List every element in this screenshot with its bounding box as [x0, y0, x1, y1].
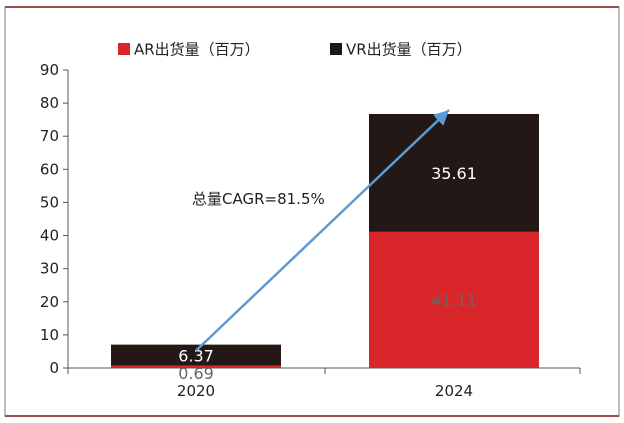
y-tick-label-9: 90 — [40, 61, 59, 79]
data-label-0-2020: 0.69 — [178, 364, 214, 383]
x-tick-label-2024: 2024 — [435, 382, 473, 400]
cagr-arrow — [195, 109, 450, 352]
y-tick-label-4: 40 — [40, 227, 59, 245]
data-label-1-2020: 6.37 — [178, 347, 214, 366]
y-tick-label-8: 80 — [40, 94, 59, 112]
data-label-1-2024: 35.61 — [431, 164, 477, 183]
y-tick-label-0: 0 — [49, 359, 59, 377]
legend-label-1: VR出货量（百万） — [346, 41, 472, 59]
x-axis: 2020 2024 — [67, 367, 581, 400]
legend-swatch-0 — [118, 43, 130, 55]
legend-label-0: AR出货量（百万） — [134, 41, 260, 59]
bar-0-2020 — [111, 365, 281, 368]
y-tick-label-2: 20 — [40, 293, 59, 311]
y-axis: 0 10 20 30 40 50 60 70 80 90 — [40, 61, 69, 377]
y-tick-label-5: 50 — [40, 193, 59, 211]
legend: AR出货量（百万） VR出货量（百万） — [118, 41, 472, 59]
y-tick-label-3: 30 — [40, 260, 59, 278]
cagr-annotation: 总量CAGR=81.5% — [192, 190, 325, 208]
bars — [111, 113, 539, 368]
bar-1-2020 — [111, 344, 281, 366]
y-tick-label-1: 10 — [40, 326, 59, 344]
bar-0-2024 — [369, 231, 539, 368]
chart-frame — [4, 6, 620, 417]
data-label-0-2024: 41.11 — [431, 291, 477, 310]
annotation: 总量CAGR=81.5% — [192, 109, 450, 352]
y-tick-label-7: 70 — [40, 127, 59, 145]
legend-swatch-1 — [330, 43, 342, 55]
y-tick-label-6: 60 — [40, 160, 59, 178]
bar-1-2024 — [369, 113, 539, 232]
data-labels: 0.696.37 41.11 35.61 — [178, 164, 477, 383]
x-tick-label-2020: 2020 — [177, 382, 215, 400]
